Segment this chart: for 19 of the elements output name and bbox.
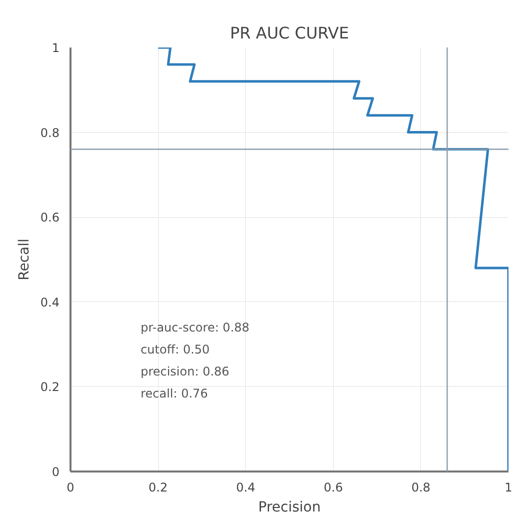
x-tick-label: 0.6	[324, 480, 343, 494]
y-tick-label: 0	[52, 465, 60, 479]
y-axis-title: Recall	[16, 238, 32, 280]
y-tick-label: 0.4	[40, 295, 60, 310]
annotation: cutoff: 0.50	[140, 342, 210, 356]
y-tick-label: 0.8	[40, 126, 60, 140]
annotation: pr-auc-score: 0.88	[140, 320, 250, 334]
annotation: recall: 0.76	[140, 386, 208, 400]
x-tick-label: 1	[504, 480, 512, 494]
y-tick-label: 1	[52, 41, 60, 55]
x-axis-title: Precision	[258, 500, 321, 516]
x-tick-label: 0.2	[148, 480, 168, 494]
annotation: precision: 0.86	[140, 364, 230, 378]
x-tick-label: 0.4	[236, 480, 256, 494]
chart-title: PR AUC CURVE	[230, 24, 349, 42]
y-tick-label: 0.6	[40, 210, 60, 225]
x-tick-label: 0	[66, 480, 74, 494]
x-tick-label: 0.8	[411, 480, 430, 494]
y-tick-label: 0.2	[40, 380, 60, 394]
